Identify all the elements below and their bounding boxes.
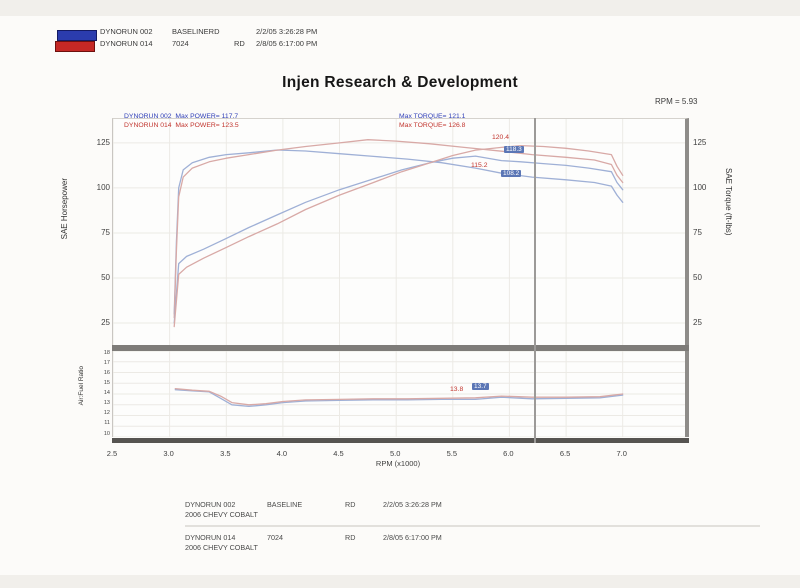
- horsepower-tick-label: 75: [101, 228, 110, 237]
- cursor-value-af-run1: 13.7: [472, 383, 489, 390]
- air-fuel-tick-label: 18: [103, 350, 110, 356]
- row1-run-desc: BASELINE: [267, 500, 303, 509]
- rpm-axis-label: RPM (x1000): [375, 459, 421, 468]
- x-tick-label: 4.5: [333, 449, 344, 458]
- torque-tick-label: 100: [693, 182, 707, 192]
- run2-datetime: 2/8/05 6:17:00 PM: [256, 39, 318, 48]
- cursor-value-af-run2: 13.8: [450, 386, 464, 393]
- air-fuel-tick-label: 10: [103, 430, 110, 437]
- air-fuel-chart: [112, 351, 689, 437]
- air-fuel-axis-ticks: 18 17 16 15 14 13 12 11 10: [95, 350, 110, 437]
- air-fuel-tick-label: 17: [103, 360, 110, 367]
- chart-bottom-border: [112, 438, 689, 443]
- page-top-margin: [0, 0, 800, 16]
- run1-color-swatch: [57, 30, 97, 41]
- max-torque-annotation-run1: Max TORQUE= 121.1: [399, 113, 466, 120]
- row1-run-rd: RD: [345, 500, 356, 509]
- plot-divider: [112, 345, 689, 351]
- run2-rd: RD: [234, 39, 245, 48]
- x-tick-label: 3.5: [220, 449, 231, 458]
- air-fuel-tick-label: 14: [103, 390, 110, 397]
- torque-axis-title: SAE Torque (ft-lbs): [724, 168, 733, 236]
- row2-vehicle: 2006 CHEVY COBALT: [185, 543, 258, 552]
- air-fuel-tick-label: 15: [103, 380, 110, 387]
- horsepower-tick-label: 25: [101, 318, 110, 327]
- row1-vehicle: 2006 CHEVY COBALT: [185, 510, 258, 519]
- power-torque-chart: [112, 118, 689, 346]
- air-fuel-tick-label: 12: [103, 410, 110, 417]
- air-fuel-tick-label: 16: [103, 370, 110, 377]
- torque-axis-ticks: 25 50 75 100 125: [693, 118, 717, 345]
- legend-row-run2: DYNORUN 014 7024 RD 2/8/05 6:17:00 PM: [100, 38, 317, 50]
- air-fuel-tick-label: 11: [104, 420, 110, 427]
- page-title: Injen Research & Development: [282, 74, 518, 91]
- torque-tick-label: 75: [693, 228, 702, 237]
- row1-run-datetime: 2/2/05 3:26:28 PM: [383, 500, 442, 509]
- row1-run-name: DYNORUN 002: [185, 500, 236, 509]
- torque-tick-label: 125: [693, 137, 707, 147]
- page-bottom-margin: [0, 575, 800, 588]
- max-power-annotation-run1: DYNORUN 002 Max POWER= 117.7: [124, 113, 239, 120]
- cursor-value-power-run1: 115.2: [471, 162, 488, 169]
- row2-run-rd: RD: [345, 533, 356, 542]
- rpm-cursor-readout: RPM = 5.93: [655, 97, 698, 106]
- torque-tick-label: 50: [693, 273, 702, 282]
- max-power-annotation-run2: DYNORUN 014 Max POWER= 123.5: [124, 122, 239, 129]
- air-fuel-axis-title: Air:Fuel Ratio: [78, 366, 85, 406]
- horsepower-axis-title: SAE Horsepower: [60, 178, 69, 240]
- run1-rd: [234, 26, 256, 38]
- torque-tick-label: 25: [693, 318, 702, 327]
- x-tick-label: 7.0: [616, 449, 627, 458]
- cursor-value-torque-run2: 120.4: [492, 134, 510, 141]
- table-row: DYNORUN 014 7024 RD 2/8/05 6:17:00 PM 20…: [185, 529, 760, 556]
- x-tick-label: 6.5: [559, 449, 571, 458]
- x-tick-label: 6.0: [503, 449, 514, 458]
- x-tick-label: 3.0: [163, 449, 174, 458]
- x-tick-label: 5.0: [389, 449, 401, 458]
- row2-run-desc: 7024: [267, 533, 283, 542]
- run1-desc: BASELINERD: [172, 27, 220, 36]
- rpm-axis-ticks: 2.5 3.0 3.5 4.0 4.5 5.0 5.5 6.0 6.5 7.0: [107, 449, 684, 461]
- run1-name: DYNORUN 002: [100, 27, 153, 36]
- x-tick-label: 2.5: [106, 449, 118, 458]
- row2-run-name: DYNORUN 014: [185, 533, 236, 542]
- table-divider: [185, 525, 760, 527]
- run-legend: DYNORUN 002 BASELINERD 2/2/05 3:26:28 PM…: [100, 26, 317, 50]
- cursor-value-torque-run1: 118.3: [504, 146, 524, 153]
- horsepower-tick-label: 100: [96, 182, 110, 192]
- table-row: DYNORUN 002 BASELINE RD 2/2/05 3:26:28 P…: [185, 496, 760, 523]
- horsepower-axis-ticks: 25 50 75 100 125: [88, 118, 110, 345]
- run2-name: DYNORUN 014: [100, 39, 153, 48]
- cursor-value-power-run2: 108.2: [501, 170, 522, 177]
- rpm-cursor-line[interactable]: [534, 118, 536, 443]
- air-fuel-tick-label: 13: [103, 400, 110, 407]
- x-tick-label: 5.5: [446, 449, 458, 458]
- horsepower-tick-label: 50: [101, 273, 110, 282]
- row2-run-datetime: 2/8/05 6:17:00 PM: [383, 533, 442, 542]
- run-summary-table: DYNORUN 002 BASELINE RD 2/2/05 3:26:28 P…: [185, 496, 760, 556]
- run2-desc: 7024: [172, 39, 189, 48]
- horsepower-tick-label: 125: [96, 137, 110, 147]
- legend-row-run1: DYNORUN 002 BASELINERD 2/2/05 3:26:28 PM: [100, 26, 317, 38]
- max-torque-annotation-run2: Max TORQUE= 126.8: [399, 122, 466, 129]
- x-tick-label: 4.0: [276, 449, 288, 458]
- run1-datetime: 2/2/05 3:26:28 PM: [256, 27, 318, 36]
- run2-color-swatch: [55, 41, 95, 52]
